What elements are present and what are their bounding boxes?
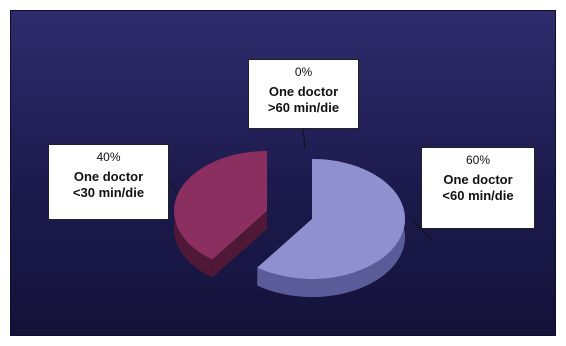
slice-label-0pct-line2: >60 min/die <box>267 100 340 115</box>
pie-slice-40pct <box>173 151 267 278</box>
slice-label-60pct-percent: 60% <box>465 153 491 167</box>
chart-background: 0% One doctor >60 min/die 40% One doctor… <box>10 10 556 336</box>
pie-slice-rim <box>257 159 405 297</box>
slice-label-60pct-line1: One doctor <box>443 172 513 187</box>
leader-line-60pct <box>412 220 432 240</box>
slice-label-40pct-percent: 40% <box>96 150 121 164</box>
slice-label-0pct-line1: One doctor <box>268 84 339 99</box>
slice-label-40pct-line2: <30 min/die <box>72 185 145 200</box>
leader-line-0pct <box>302 128 306 150</box>
slice-label-0pct-percent: 0% <box>294 65 313 79</box>
slice-label-40pct: 40% One doctor <30 min/die <box>48 144 169 220</box>
pie-slice-60pct <box>257 159 405 297</box>
pie-slice-top <box>257 159 405 279</box>
slice-label-40pct-line1: One doctor <box>73 169 144 184</box>
pie-chart <box>168 128 432 297</box>
pie-slice-wall-start <box>212 211 267 278</box>
slice-label-60pct: 60% One doctor <60 min/die <box>421 147 535 229</box>
pie-slice-top <box>173 151 267 260</box>
slice-label-60pct-line2: <60 min/die <box>442 188 514 203</box>
slice-label-0pct: 0% One doctor >60 min/die <box>248 59 359 129</box>
